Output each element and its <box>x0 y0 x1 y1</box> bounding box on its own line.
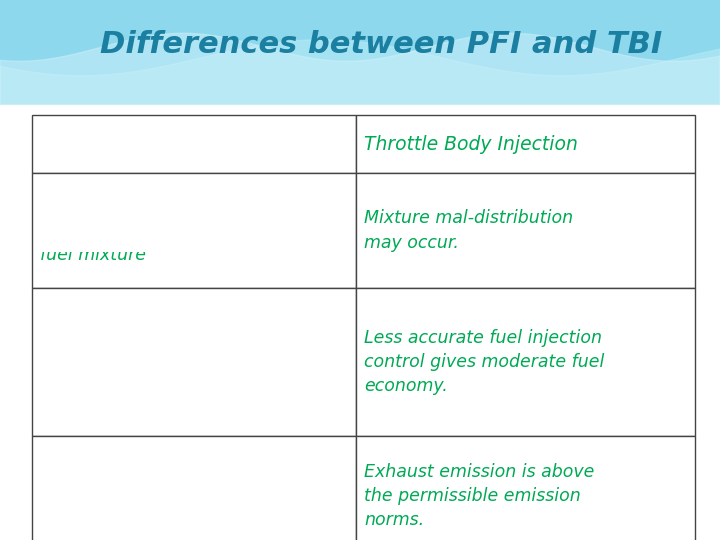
Bar <box>0 0 720 105</box>
Bar <box>32 115 356 173</box>
Text: All cylinders receive equal
quantity and quality of air:
fuel mixture: All cylinders receive equal quantity and… <box>40 197 272 264</box>
Text: Throttle Body Injection: Throttle Body Injection <box>364 134 578 153</box>
Bar <box>32 173 356 288</box>
Bar <box>356 436 695 540</box>
Bar <box>32 436 356 540</box>
Text: Port Fuel Injection: Port Fuel Injection <box>40 134 210 153</box>
Text: More accurate fuel injection
control is obtained.
Therefore increased fuel
econo: More accurate fuel injection control is … <box>40 316 284 408</box>
Text: Very low exhaust emission is
achieved to meet the strict
emission norms.: Very low exhaust emission is achieved to… <box>40 463 292 529</box>
Bar <box>356 115 695 173</box>
Text: Less accurate fuel injection
control gives moderate fuel
economy.: Less accurate fuel injection control giv… <box>364 329 605 395</box>
Bar <box>32 288 356 436</box>
Text: Mixture mal-distribution
may occur.: Mixture mal-distribution may occur. <box>364 210 574 252</box>
Bar <box>356 288 695 436</box>
Text: Exhaust emission is above
the permissible emission
norms.: Exhaust emission is above the permissibl… <box>364 463 595 529</box>
Bar <box>356 173 695 288</box>
Text: Differences between PFI and TBI: Differences between PFI and TBI <box>101 30 662 59</box>
